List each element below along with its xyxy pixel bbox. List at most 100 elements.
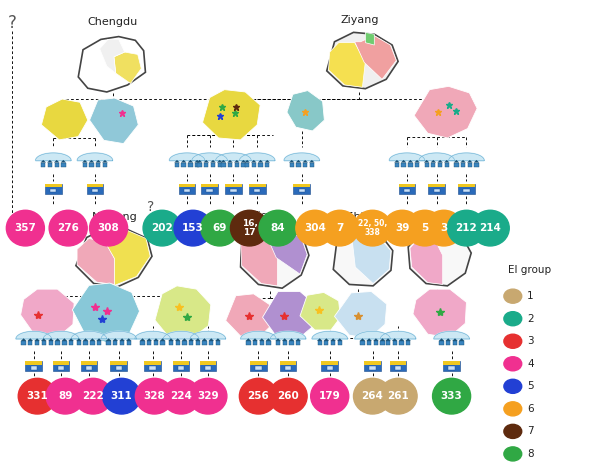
Polygon shape (406, 338, 411, 341)
Polygon shape (364, 361, 381, 365)
Polygon shape (355, 36, 396, 79)
FancyBboxPatch shape (53, 361, 70, 371)
Polygon shape (398, 184, 415, 187)
Polygon shape (45, 184, 62, 187)
Polygon shape (35, 153, 71, 161)
Polygon shape (226, 294, 271, 338)
FancyBboxPatch shape (280, 361, 296, 371)
Polygon shape (53, 361, 70, 365)
Polygon shape (300, 293, 340, 330)
Polygon shape (202, 338, 207, 341)
Bar (230, 189, 236, 192)
Bar (408, 162, 413, 167)
Bar (303, 162, 307, 167)
Bar (380, 341, 385, 345)
Ellipse shape (136, 378, 173, 414)
Bar (289, 341, 293, 345)
Bar (254, 189, 260, 192)
Bar (62, 341, 67, 345)
Text: 333: 333 (441, 391, 463, 401)
Polygon shape (77, 238, 115, 285)
Bar (28, 341, 32, 345)
Bar (310, 162, 314, 167)
Ellipse shape (162, 378, 200, 414)
Bar (467, 162, 472, 167)
FancyBboxPatch shape (202, 184, 218, 194)
Polygon shape (77, 153, 113, 161)
Polygon shape (380, 332, 416, 339)
FancyBboxPatch shape (249, 184, 266, 194)
Polygon shape (188, 160, 193, 162)
Polygon shape (71, 332, 107, 339)
Polygon shape (443, 361, 460, 365)
Bar (149, 366, 156, 370)
Polygon shape (113, 338, 118, 341)
FancyBboxPatch shape (293, 184, 310, 194)
Polygon shape (437, 160, 443, 162)
Bar (255, 366, 262, 370)
Polygon shape (365, 32, 374, 45)
Text: Zigong: Zigong (251, 210, 290, 220)
Polygon shape (296, 160, 301, 162)
Bar (386, 341, 390, 345)
Bar (116, 366, 122, 370)
Polygon shape (54, 160, 59, 162)
Polygon shape (268, 227, 307, 274)
Circle shape (504, 312, 522, 326)
Polygon shape (467, 160, 473, 162)
Polygon shape (367, 338, 372, 341)
Bar (182, 341, 187, 345)
Polygon shape (280, 361, 296, 365)
Polygon shape (449, 153, 484, 161)
Polygon shape (62, 338, 67, 341)
Polygon shape (355, 332, 390, 339)
Ellipse shape (425, 210, 463, 246)
Polygon shape (110, 361, 127, 365)
Bar (106, 341, 111, 345)
Bar (92, 189, 98, 192)
Text: 179: 179 (319, 391, 341, 401)
Polygon shape (241, 332, 276, 339)
Bar (235, 162, 239, 167)
Bar (31, 366, 37, 370)
Polygon shape (25, 361, 42, 365)
Polygon shape (474, 160, 479, 162)
Bar (154, 341, 158, 345)
Bar (204, 162, 208, 167)
Bar (245, 162, 250, 167)
Polygon shape (458, 184, 475, 187)
Polygon shape (179, 184, 196, 187)
Polygon shape (439, 338, 445, 341)
Text: ?: ? (8, 14, 17, 32)
Text: 214: 214 (479, 223, 501, 233)
Polygon shape (289, 160, 295, 162)
Bar (178, 366, 184, 370)
Bar (35, 341, 39, 345)
Bar (113, 341, 118, 345)
Text: 329: 329 (197, 391, 218, 401)
FancyBboxPatch shape (179, 184, 196, 194)
Polygon shape (160, 338, 166, 341)
Bar (50, 189, 56, 192)
Bar (197, 162, 202, 167)
Polygon shape (188, 338, 194, 341)
Text: EI group: EI group (508, 266, 551, 276)
Polygon shape (302, 160, 308, 162)
FancyBboxPatch shape (200, 361, 216, 371)
Polygon shape (48, 338, 54, 341)
Polygon shape (317, 338, 322, 341)
Bar (448, 366, 455, 370)
Polygon shape (460, 160, 466, 162)
Bar (317, 341, 322, 345)
Bar (425, 162, 429, 167)
Polygon shape (68, 338, 74, 341)
Polygon shape (241, 226, 309, 288)
Polygon shape (101, 332, 136, 339)
FancyBboxPatch shape (110, 361, 127, 371)
FancyBboxPatch shape (443, 361, 460, 371)
Polygon shape (182, 338, 187, 341)
Polygon shape (323, 338, 329, 341)
Bar (446, 341, 451, 345)
FancyBboxPatch shape (390, 361, 406, 371)
FancyBboxPatch shape (45, 184, 62, 194)
